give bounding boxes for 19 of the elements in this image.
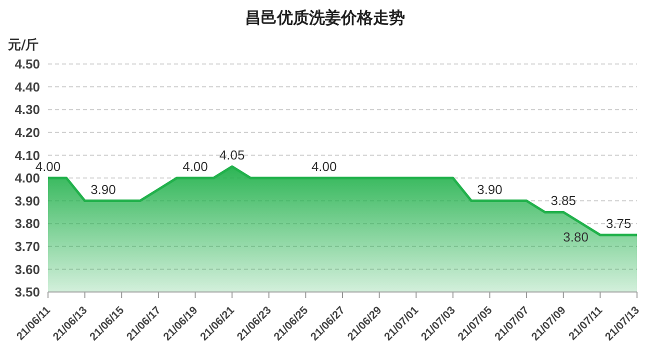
chart-title: 昌邑优质洗姜价格走势 [244,8,406,29]
y-tick-label: 3.50 [14,284,40,300]
y-axis-title: 元/斤 [8,36,39,54]
data-label: 3.90 [477,182,502,197]
data-label: 4.05 [219,148,245,163]
y-tick-label: 3.90 [14,193,40,208]
data-label: 4.00 [311,159,337,174]
data-label: 3.75 [606,216,632,231]
y-tick-label: 4.20 [14,125,40,140]
y-tick-label: 4.50 [14,56,40,72]
data-label: 3.85 [550,193,576,208]
data-label: 3.80 [563,230,588,245]
data-label: 4.00 [182,159,208,174]
y-tick-label: 4.30 [14,102,40,118]
y-tick-label: 3.80 [14,216,40,232]
y-tick-label: 3.60 [14,262,40,277]
data-label: 3.90 [90,182,116,197]
y-tick-label: 3.70 [14,239,40,254]
y-tick-label: 4.40 [14,79,40,94]
